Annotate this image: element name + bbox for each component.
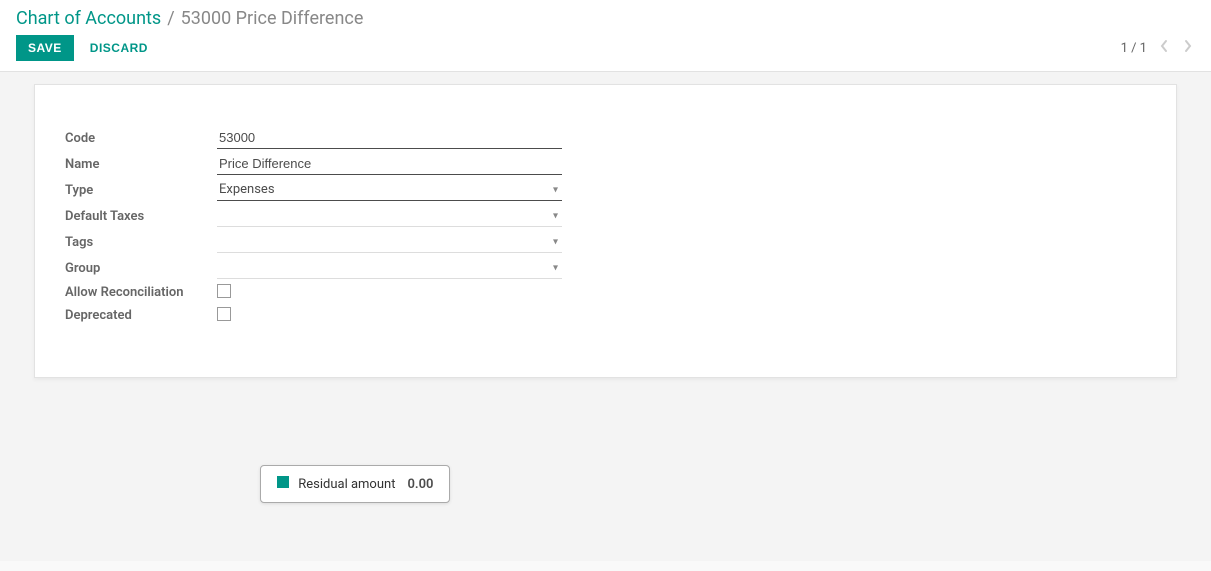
value-group: ▾ [217, 255, 565, 281]
label-type: Type [65, 177, 217, 203]
discard-button[interactable]: Discard [86, 35, 152, 61]
legend-value: 0.00 [407, 477, 433, 492]
tags-value [217, 231, 562, 253]
content-area: Code Name Type Expenses ▾ [0, 72, 1211, 561]
deprecated-checkbox[interactable] [217, 307, 231, 321]
pager-next-icon[interactable] [1181, 37, 1195, 59]
row-deprecated: Deprecated [65, 304, 565, 327]
value-tags: ▾ [217, 229, 565, 255]
row-group: Group ▾ [65, 255, 565, 281]
form-sheet: Code Name Type Expenses ▾ [34, 84, 1177, 378]
row-type: Type Expenses ▾ [65, 177, 565, 203]
legend-tooltip: Residual amount 0.00 [260, 465, 450, 503]
value-type: Expenses ▾ [217, 177, 565, 203]
default-taxes-select[interactable]: ▾ [217, 205, 562, 227]
allow-reconciliation-checkbox[interactable] [217, 284, 231, 298]
row-default-taxes: Default Taxes ▾ [65, 203, 565, 229]
tags-select[interactable]: ▾ [217, 231, 562, 253]
pager-text: 1 / 1 [1121, 41, 1147, 56]
type-select[interactable]: Expenses ▾ [217, 179, 562, 201]
value-allow-reconciliation [217, 281, 565, 304]
pager: 1 / 1 [1121, 37, 1195, 59]
action-row: Save Discard 1 / 1 [16, 35, 1195, 71]
value-name [217, 151, 565, 177]
save-button[interactable]: Save [16, 35, 74, 61]
row-code: Code [65, 125, 565, 151]
form-table: Code Name Type Expenses ▾ [65, 125, 565, 327]
label-default-taxes: Default Taxes [65, 203, 217, 229]
group-value [217, 257, 562, 279]
default-taxes-value [217, 205, 562, 227]
name-input[interactable] [217, 153, 562, 175]
value-code [217, 125, 565, 151]
label-name: Name [65, 151, 217, 177]
row-tags: Tags ▾ [65, 229, 565, 255]
legend-label: Residual amount [298, 477, 395, 492]
header: Chart of Accounts / 53000 Price Differen… [0, 0, 1211, 71]
legend-swatch [277, 476, 289, 488]
value-deprecated [217, 304, 565, 327]
group-select[interactable]: ▾ [217, 257, 562, 279]
row-name: Name [65, 151, 565, 177]
label-code: Code [65, 125, 217, 151]
pager-prev-icon[interactable] [1157, 37, 1171, 59]
type-select-value: Expenses [217, 179, 562, 201]
legend-item: Residual amount [277, 476, 395, 492]
breadcrumb-current: 53000 Price Difference [181, 8, 364, 29]
label-deprecated: Deprecated [65, 304, 217, 327]
value-default-taxes: ▾ [217, 203, 565, 229]
label-allow-reconciliation: Allow Reconciliation [65, 281, 217, 304]
code-input[interactable] [217, 127, 562, 149]
label-tags: Tags [65, 229, 217, 255]
breadcrumb-separator: / [167, 8, 174, 29]
label-group: Group [65, 255, 217, 281]
breadcrumb: Chart of Accounts / 53000 Price Differen… [16, 8, 1195, 29]
breadcrumb-root-link[interactable]: Chart of Accounts [16, 8, 161, 29]
row-allow-reconciliation: Allow Reconciliation [65, 281, 565, 304]
action-left: Save Discard [16, 35, 152, 61]
